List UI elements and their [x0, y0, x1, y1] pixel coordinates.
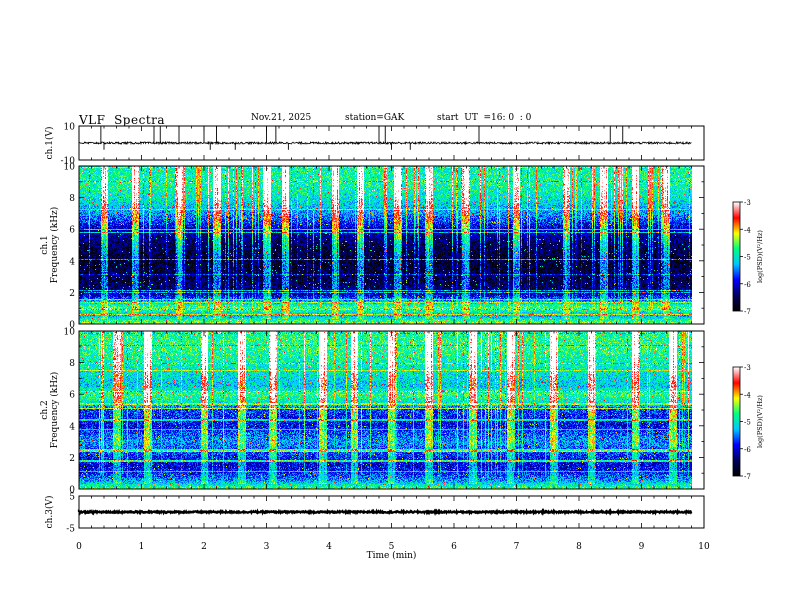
y-tick-label: 10	[64, 328, 76, 338]
y-tick-label: 8	[69, 359, 75, 369]
colorbar-tick-label: -4	[744, 226, 751, 234]
ch1-waveform-ylabel: ch.1(V)	[44, 127, 55, 160]
colorbar-tick-label: -7	[744, 308, 751, 316]
colorbar-tick-label: -6	[744, 281, 751, 289]
station-label: station=GAK	[345, 113, 405, 123]
colorbar-tick-label: -3	[744, 199, 751, 207]
y-tick-label: 8	[69, 194, 75, 204]
y-tick-label: -5	[66, 525, 75, 535]
x-axis-label: Time (min)	[367, 550, 417, 561]
y-tick-label: -10	[61, 157, 76, 167]
y-tick-label: 0	[69, 321, 75, 331]
x-tick-label: 1	[139, 542, 145, 552]
ch1-spectrogram-ylabel: Frequency (kHz)	[49, 207, 60, 284]
ch2-spectrogram-frame	[78, 330, 705, 490]
colorbar-tick-label: -3	[744, 364, 751, 372]
x-tick-label: 2	[201, 542, 207, 552]
ch2-spectrogram-colorbar-label: log(PSD)(V²/Hz)	[756, 395, 764, 448]
ch1-spectrogram-colorbar-frame	[732, 201, 741, 312]
x-tick-label: 7	[514, 542, 520, 552]
x-tick-label: 3	[264, 542, 270, 552]
x-tick-label: 0	[76, 542, 82, 552]
colorbar-tick-label: -6	[744, 446, 751, 454]
y-tick-label: 6	[69, 391, 75, 401]
colorbar-tick-label: -5	[744, 254, 751, 262]
x-tick-label: 10	[698, 542, 710, 552]
ch2-spectrogram-image	[79, 331, 692, 489]
x-tick-label: 8	[576, 542, 582, 552]
ch1-spectrogram-colorbar-label: log(PSD)(V²/Hz)	[756, 230, 764, 283]
ch1-spectrogram-image	[79, 166, 692, 324]
start-ut-value: 16: 0 : 0	[491, 113, 532, 123]
y-tick-label: 10	[64, 123, 76, 133]
y-tick-label: 2	[69, 289, 75, 299]
y-tick-label: 4	[69, 422, 75, 432]
ch1-colorbar-image	[733, 202, 740, 311]
y-tick-label: 2	[69, 454, 75, 464]
chart-title: VLF Spectra	[79, 113, 166, 127]
ch2-spectrogram-colorbar-frame	[732, 366, 741, 477]
ch2-spectrogram-ylabel: Frequency (kHz)	[49, 372, 60, 449]
ch3-waveform-ylabel: ch.3(V)	[44, 496, 55, 529]
y-tick-label: 10	[64, 163, 76, 173]
x-tick-label: 6	[451, 542, 457, 552]
x-tick-label: 4	[326, 542, 332, 552]
ch1-spectrogram-frame	[78, 165, 705, 325]
ch3-waveform-trace	[77, 507, 693, 517]
ch2-colorbar-image	[733, 367, 740, 476]
y-tick-label: 5	[69, 493, 75, 503]
date-label: Nov.21, 2025	[251, 113, 312, 123]
x-tick-label: 5	[389, 542, 395, 552]
start-ut-label: start UT =	[437, 113, 492, 123]
y-tick-label: 4	[69, 257, 75, 267]
ch2-spectrogram-channel-label: ch.2	[40, 400, 50, 419]
colorbar-tick-label: -5	[744, 419, 751, 427]
colorbar-tick-label: -7	[744, 473, 751, 481]
y-tick-label: 0	[69, 486, 75, 496]
ch1-spectrogram-channel-label: ch.1	[40, 235, 50, 254]
y-tick-label: 6	[69, 226, 75, 236]
colorbar-tick-label: -4	[744, 391, 751, 399]
x-tick-label: 9	[639, 542, 645, 552]
